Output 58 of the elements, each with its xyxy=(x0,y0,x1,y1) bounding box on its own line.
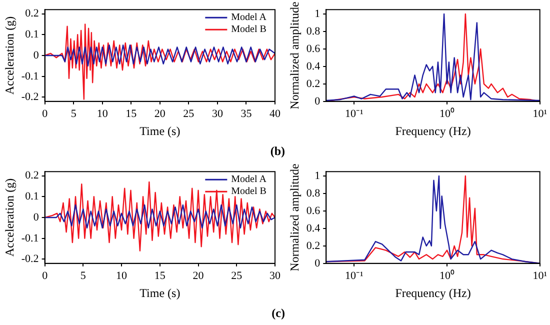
x-axis-title: Frequency (Hz) xyxy=(395,286,471,300)
x-tick-label: 10⁻¹ xyxy=(344,270,364,282)
y-tick-label: 1 xyxy=(314,170,320,182)
y-tick-label: 0 xyxy=(314,95,321,108)
x-tick-label: 10 xyxy=(96,108,108,120)
y-tick-label: 0.2 xyxy=(25,170,39,182)
y-tick-label: -0.1 xyxy=(21,70,39,82)
x-tick-label: 10⁰ xyxy=(439,106,454,120)
y-tick-label: 0.4 xyxy=(306,222,321,234)
y-tick-label: -0.2 xyxy=(21,91,39,104)
y-tick-label: 0.2 xyxy=(306,78,320,90)
y-axis-title: Normalized amplitude xyxy=(287,164,302,272)
y-tick-label: 0 xyxy=(314,257,321,270)
y-tick-label: 0.6 xyxy=(306,204,321,217)
y-axis-title: Acceleration (g) xyxy=(2,16,16,95)
x-tick-label: 5 xyxy=(70,108,77,120)
y-tick-label: 0.2 xyxy=(25,8,39,20)
x-axis-title: Time (s) xyxy=(140,286,180,300)
x-tick-label: 35 xyxy=(240,108,252,120)
x-tick-label: 30 xyxy=(212,108,224,120)
x-tick-label: 10¹ xyxy=(532,108,548,120)
x-tick-label: 10¹ xyxy=(532,270,548,282)
y-tick-label: 0.1 xyxy=(25,28,39,41)
y-tick-label: 1 xyxy=(314,8,320,20)
x-tick-label: 10⁰ xyxy=(439,268,454,282)
x-tick-label: 0 xyxy=(42,270,48,282)
y-tick-label: 0 xyxy=(33,211,40,224)
x-tick-label: 40 xyxy=(270,108,281,120)
y-tick-label: -0.1 xyxy=(21,232,39,244)
y-tick-label: 0.2 xyxy=(306,240,320,252)
x-tick-label: 20 xyxy=(192,270,204,282)
y-tick-label: 0.4 xyxy=(306,60,321,72)
text: (b) xyxy=(270,144,285,159)
y-tick-label: 0 xyxy=(33,49,40,62)
x-axis-title: Frequency (Hz) xyxy=(395,124,471,138)
y-tick-label: 0.8 xyxy=(306,187,321,200)
legend-label: Model B xyxy=(231,186,267,198)
legend-label: Model B xyxy=(231,24,267,36)
x-tick-label: 15 xyxy=(154,270,166,282)
x-tick-label: 10 xyxy=(116,270,128,282)
y-axis-title: Acceleration (g) xyxy=(2,178,16,257)
text: (c) xyxy=(272,306,285,321)
y-tick-label: 0.6 xyxy=(306,42,321,55)
x-tick-label: 25 xyxy=(183,108,195,120)
x-tick-label: 5 xyxy=(80,270,86,282)
x-tick-label: 10⁻¹ xyxy=(344,108,364,120)
x-tick-label: 20 xyxy=(154,108,166,120)
y-tick-label: 0.1 xyxy=(25,190,39,203)
x-tick-label: 0 xyxy=(42,108,48,120)
y-tick-label: -0.2 xyxy=(21,253,39,266)
x-tick-label: 30 xyxy=(270,270,281,282)
x-axis-title: Time (s) xyxy=(140,124,180,138)
y-tick-label: 0.8 xyxy=(306,25,321,38)
y-axis-title: Normalized amplitude xyxy=(287,2,302,110)
x-tick-label: 25 xyxy=(231,270,243,282)
x-tick-label: 15 xyxy=(126,108,138,120)
legend-label: Model A xyxy=(231,12,268,24)
legend-label: Model A xyxy=(231,174,268,186)
